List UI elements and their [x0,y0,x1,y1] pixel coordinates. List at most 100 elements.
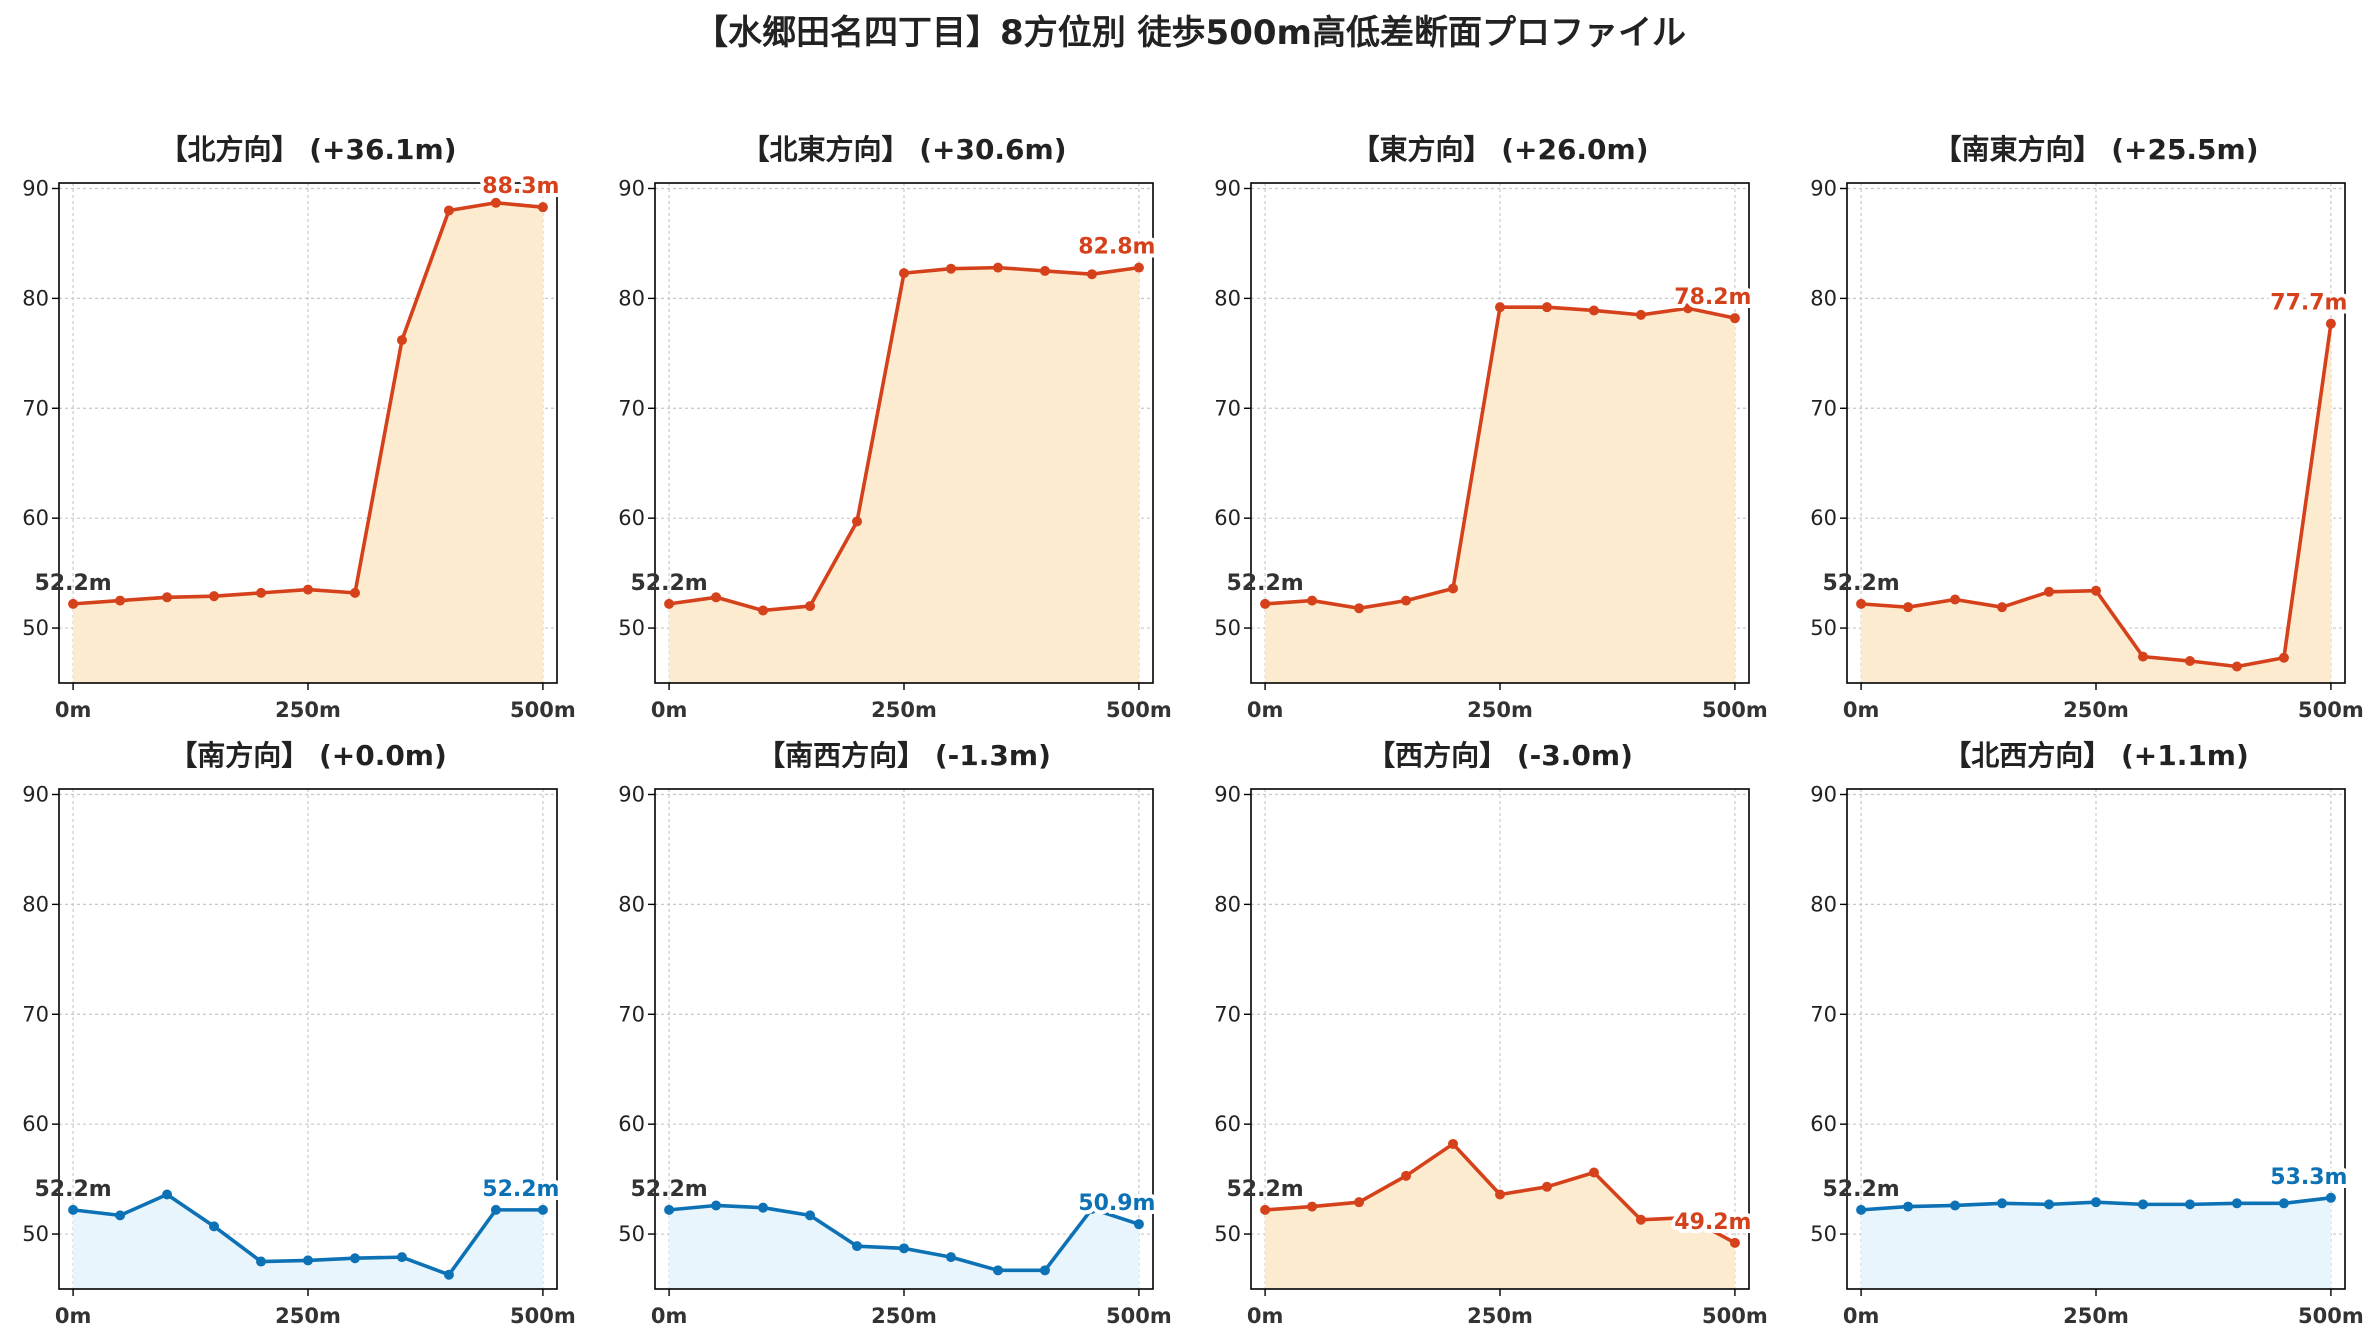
data-point [1448,1138,1459,1149]
data-point [209,591,220,602]
data-point [256,587,267,598]
data-point [115,1210,126,1221]
end-elevation-label-halo: 52.2m [482,1177,559,1202]
data-point [68,598,79,609]
elevation-area [1861,1197,2331,1289]
y-tick-label: 80 [1214,286,1241,310]
y-tick-label: 50 [1810,616,1837,640]
x-tick-label: 250m [1467,698,1533,722]
y-tick-label: 60 [1214,1112,1241,1136]
elevation-area [669,267,1139,683]
data-point [1133,1219,1144,1230]
x-tick-label: 500m [1702,698,1768,722]
end-elevation-label: 78.2m [1674,285,1751,310]
data-point [209,1221,220,1232]
data-point [2091,1197,2101,1208]
x-tick-label: 0m [1247,1304,1284,1328]
x-tick-label: 0m [651,698,688,722]
x-tick-label: 500m [1702,1304,1768,1328]
y-tick-label: 50 [1810,1222,1837,1246]
data-point [2044,1199,2055,1210]
data-point [664,598,675,609]
panel-3: 【東方向】 (+26.0m) 50 60 70 80 90 0m 250m 500m 52.2m 7… [1214,133,1767,722]
data-point [115,595,126,606]
data-point [1495,302,1505,313]
end-elevation-label-halo: 77.7m [2270,291,2347,316]
data-point [711,1200,722,1211]
data-point [1039,1265,1050,1276]
x-tick-label: 0m [651,1304,688,1328]
y-tick-label: 70 [1214,1002,1241,1026]
end-elevation-label-halo: 50.9m [1078,1191,1155,1216]
data-point [1541,1181,1552,1192]
data-point [443,1269,454,1280]
elevation-area [669,1205,1139,1289]
data-point [1856,1204,1867,1215]
data-point [1997,1198,2008,1209]
x-tick-label: 500m [1106,698,1172,722]
y-tick-label: 70 [1214,396,1241,420]
data-point [664,1204,675,1215]
start-elevation-label: 52.2m [34,571,111,596]
start-elevation-label: 52.2m [1226,1177,1303,1202]
y-tick-label: 60 [1810,506,1837,530]
x-tick-label: 0m [55,1304,92,1328]
x-tick-label: 0m [1843,698,1880,722]
data-point [2184,1199,2195,1210]
elevation-area [1265,307,1735,683]
y-tick-label: 70 [22,396,49,420]
data-point [396,335,407,346]
y-tick-label: 90 [1214,782,1241,806]
data-point [303,1255,313,1266]
data-point [349,587,360,598]
data-point [2278,1198,2289,1209]
end-elevation-label: 82.8m [1078,235,1155,260]
x-tick-label: 250m [275,698,341,722]
data-point [443,205,454,216]
start-elevation-label: 52.2m [34,1177,111,1202]
panel-1: 【北方向】 (+36.1m) 50 60 70 80 90 0m 250m 500m 52.2m 8… [22,133,575,722]
y-tick-label: 50 [22,1222,49,1246]
y-tick-label: 90 [1214,176,1241,200]
data-point [1903,1201,1914,1212]
data-point [899,1243,909,1254]
end-elevation-label: 49.2m [1674,1210,1751,1235]
start-elevation-label: 52.2m [630,571,707,596]
data-point [1260,1204,1271,1215]
y-tick-label: 80 [1810,892,1837,916]
y-tick-label: 90 [1810,176,1837,200]
data-point [349,1253,360,1264]
y-tick-label: 50 [618,616,645,640]
data-point [711,592,722,603]
start-elevation-label: 52.2m [630,1177,707,1202]
panel-6: 【南西方向】 (-1.3m) 50 60 70 80 90 0m 250m 500m 52.2m 5… [618,739,1171,1328]
y-tick-label: 90 [618,176,645,200]
data-point [805,601,816,612]
y-tick-label: 70 [618,1002,645,1026]
data-point [68,1204,79,1215]
data-point [1635,1214,1646,1225]
data-point [1133,262,1144,273]
panel-4: 【南東方向】 (+25.5m) 50 60 70 80 90 0m 250m 500m 52.2m… [1810,133,2363,722]
y-tick-label: 50 [618,1222,645,1246]
data-point [1307,595,1318,606]
data-point [537,202,548,213]
panel-5: 【南方向】 (+0.0m) 50 60 70 80 90 0m 250m 500m 52.2m 52… [22,739,575,1328]
data-point [758,1202,769,1213]
end-elevation-label-halo: 82.8m [1078,235,1155,260]
data-point [1903,602,1914,613]
data-point [1086,269,1097,280]
panel-7: 【西方向】 (-3.0m) 50 60 70 80 90 0m 250m 500m 52.2m 49… [1214,739,1767,1328]
y-tick-label: 50 [1214,1222,1241,1246]
panel-title: 【西方向】 (-3.0m) [1367,739,1633,772]
data-point [899,268,909,279]
data-point [2278,652,2289,663]
y-tick-label: 60 [618,506,645,530]
data-point [945,263,956,274]
data-point [2325,318,2336,329]
data-point [256,1256,267,1267]
y-tick-label: 60 [1810,1112,1837,1136]
y-tick-label: 90 [618,782,645,806]
data-point [852,1241,863,1252]
start-elevation-label: 52.2m [1822,571,1899,596]
